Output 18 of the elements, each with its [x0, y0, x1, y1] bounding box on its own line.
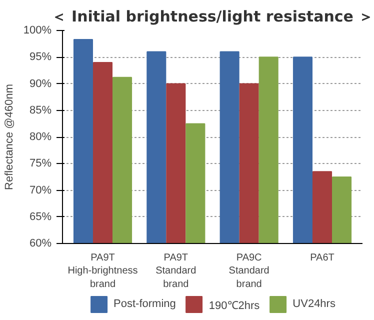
- y-tick-label: 65%: [29, 210, 52, 223]
- x-tick-label: PA6T: [310, 252, 334, 264]
- y-tick-label: 100%: [23, 24, 52, 36]
- y-tick-label: 75%: [29, 158, 52, 170]
- y-tick-label: 85%: [29, 104, 52, 116]
- x-tick-label: PA9C Standard brand: [228, 252, 270, 290]
- y-tick-label: 70%: [29, 184, 52, 196]
- y-tick-label: 80%: [29, 131, 52, 143]
- legend-label: 190℃2hrs: [208, 298, 260, 312]
- y-axis-title: Reflectance @460nm: [3, 84, 16, 190]
- x-tick-label: PA9T Standard brand: [156, 252, 196, 290]
- y-tick-label: 60%: [29, 238, 52, 250]
- chart-title: ＜ Initial brightness/light resistance ＞: [51, 8, 374, 26]
- x-tick-label: PA9T High-brightness brand: [68, 252, 138, 290]
- legend-label: UV24hrs: [292, 298, 336, 310]
- y-tick-label: 95%: [29, 51, 52, 64]
- legend-label: Post-forming: [114, 298, 176, 310]
- y-tick-label: 90%: [29, 78, 52, 90]
